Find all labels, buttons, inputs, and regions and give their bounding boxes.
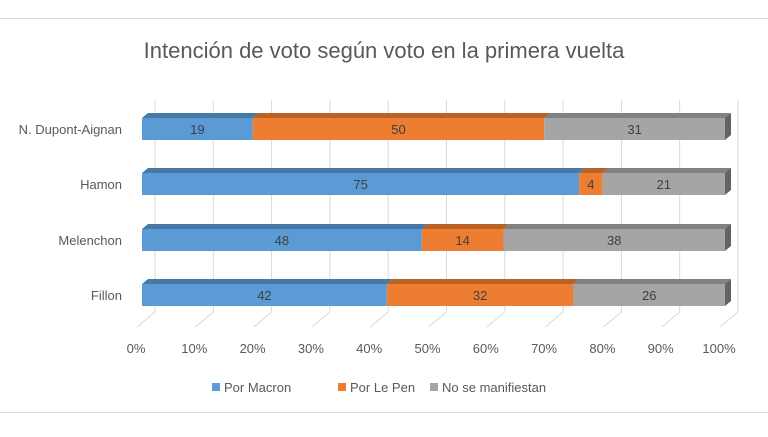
bar-top-face: [142, 168, 586, 173]
legend-swatch: [212, 383, 220, 391]
bar-segment: [579, 173, 603, 195]
legend-label: Por Le Pen: [350, 380, 415, 395]
x-tick-label: 80%: [589, 341, 615, 356]
bar-segment: [421, 229, 504, 251]
x-tick-label: 40%: [356, 341, 382, 356]
category-label: Melenchon: [58, 233, 122, 248]
bar-segment: [573, 284, 725, 306]
x-tick-label: 100%: [702, 341, 736, 356]
x-tick-label: 70%: [531, 341, 557, 356]
bar-top-face: [602, 168, 731, 173]
x-tick-label: 20%: [240, 341, 266, 356]
floor-gridline: [661, 311, 681, 328]
bar-side-face: [725, 224, 731, 251]
floor-gridline: [311, 311, 331, 328]
data-label: 31: [627, 122, 641, 137]
bar-top-face: [579, 168, 609, 173]
legend-label: No se manifiestan: [442, 380, 546, 395]
data-label: 32: [473, 288, 487, 303]
chart-title: Intención de voto según voto en la prime…: [144, 38, 625, 63]
bar-segment: [142, 173, 580, 195]
floor-gridline: [486, 311, 506, 328]
category-label: Hamon: [80, 177, 122, 192]
bar-top-face: [142, 279, 393, 284]
x-tick-label: 30%: [298, 341, 324, 356]
floor-gridline: [369, 311, 389, 328]
bar-side-face: [725, 168, 731, 195]
floor-gridline: [544, 311, 564, 328]
bar-top-face: [252, 113, 551, 118]
x-tick-label: 50%: [414, 341, 440, 356]
legend-swatch: [338, 383, 346, 391]
data-label: 75: [353, 177, 367, 192]
bottom-border: [0, 412, 768, 413]
floor-gridline: [253, 311, 272, 328]
bar-segment: [544, 118, 725, 140]
bar-segment: [503, 229, 725, 251]
data-label: 4: [587, 177, 594, 192]
bar-side-face: [725, 113, 731, 140]
bar-top-face: [386, 279, 580, 284]
bar-segment: [602, 173, 725, 195]
floor-gridline: [194, 311, 214, 328]
bar-top-face: [142, 113, 259, 118]
bar-top-face: [573, 279, 731, 284]
data-label: 26: [642, 288, 656, 303]
floor-gridline: [719, 311, 739, 328]
x-tick-label: 60%: [473, 341, 499, 356]
data-label: 50: [391, 122, 405, 137]
legend-swatch: [430, 383, 438, 391]
data-label: 14: [455, 233, 469, 248]
floor-gridline: [603, 311, 622, 328]
bar-top-face: [544, 113, 731, 118]
data-label: 21: [657, 177, 671, 192]
x-tick-label: 10%: [181, 341, 207, 356]
data-label: 48: [275, 233, 289, 248]
category-label: N. Dupont-Aignan: [19, 122, 122, 137]
category-label: Fillon: [91, 288, 122, 303]
bar-segment: [142, 118, 253, 140]
bar-top-face: [142, 224, 428, 229]
x-tick-label: 90%: [648, 341, 674, 356]
bar-segment: [142, 284, 387, 306]
floor-gridline: [428, 311, 447, 328]
top-border: [0, 18, 768, 19]
floor-gridline: [136, 311, 156, 328]
x-tick-label: 0%: [127, 341, 146, 356]
bar-segment: [142, 229, 422, 251]
data-label: 38: [607, 233, 621, 248]
bar-top-face: [421, 224, 510, 229]
bar-top-face: [503, 224, 731, 229]
legend-label: Por Macron: [224, 380, 291, 395]
data-label: 42: [257, 288, 271, 303]
bar-segment: [386, 284, 574, 306]
data-label: 19: [190, 122, 204, 137]
bar-segment: [252, 118, 545, 140]
bar-side-face: [725, 279, 731, 306]
